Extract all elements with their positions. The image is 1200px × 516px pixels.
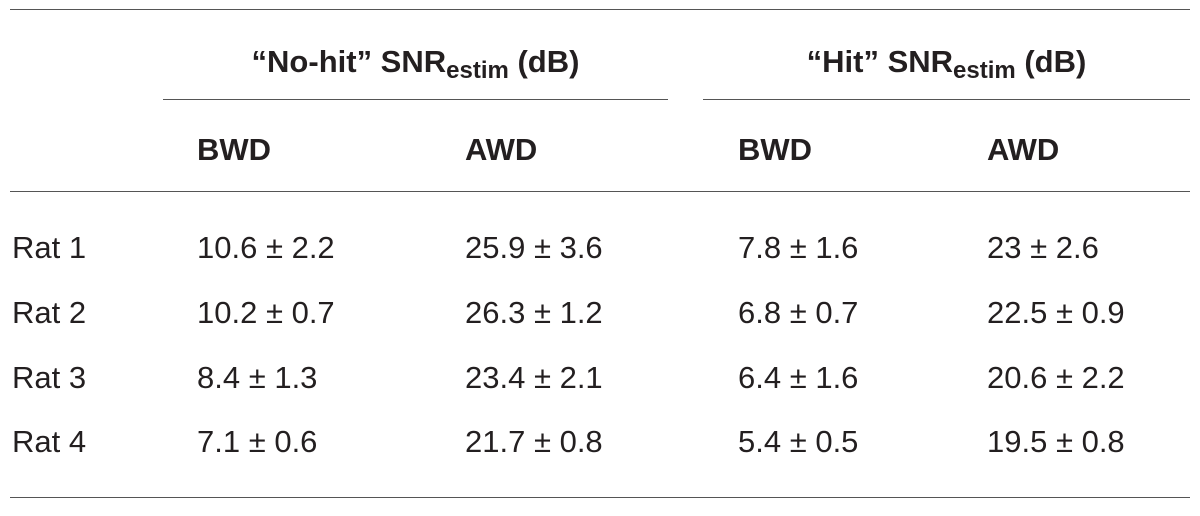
group-unit: (dB) [517, 44, 580, 79]
cell: 10.2 ± 0.7 [197, 295, 335, 330]
cell: 23 ± 2.6 [987, 230, 1099, 265]
group-header: “Hit” SNRestim (dB) [703, 42, 1190, 84]
column-header: AWD [987, 132, 1060, 167]
group-rule [163, 99, 668, 100]
group-unit: (dB) [1024, 44, 1087, 79]
cell: 6.8 ± 0.7 [738, 295, 859, 330]
group-title: “No-hit” SNR [251, 44, 447, 79]
column-header: AWD [465, 132, 538, 167]
row-label: Rat 2 [12, 295, 87, 330]
cell: 23.4 ± 2.1 [465, 360, 603, 395]
cell: 25.9 ± 3.6 [465, 230, 603, 265]
cell: 20.6 ± 2.2 [987, 360, 1125, 395]
column-header: BWD [738, 132, 813, 167]
row-label: Rat 1 [12, 230, 87, 265]
cell: 10.6 ± 2.2 [197, 230, 335, 265]
cell: 22.5 ± 0.9 [987, 295, 1125, 330]
group-title: “Hit” SNR [806, 44, 954, 79]
cell: 5.4 ± 0.5 [738, 424, 859, 459]
top-rule [10, 9, 1190, 10]
cell: 26.3 ± 1.2 [465, 295, 603, 330]
cell: 8.4 ± 1.3 [197, 360, 318, 395]
cell: 7.1 ± 0.6 [197, 424, 318, 459]
group-header: “No-hit” SNRestim (dB) [163, 42, 668, 84]
group-subscript: estim [446, 57, 509, 84]
cell: 6.4 ± 1.6 [738, 360, 859, 395]
cell: 7.8 ± 1.6 [738, 230, 859, 265]
cell: 19.5 ± 0.8 [987, 424, 1125, 459]
group-rule [703, 99, 1190, 100]
header-rule [10, 191, 1190, 192]
column-header: BWD [197, 132, 272, 167]
row-label: Rat 4 [12, 424, 87, 459]
row-label: Rat 3 [12, 360, 87, 395]
bottom-rule [10, 497, 1190, 498]
cell: 21.7 ± 0.8 [465, 424, 603, 459]
group-subscript: estim [953, 57, 1016, 84]
